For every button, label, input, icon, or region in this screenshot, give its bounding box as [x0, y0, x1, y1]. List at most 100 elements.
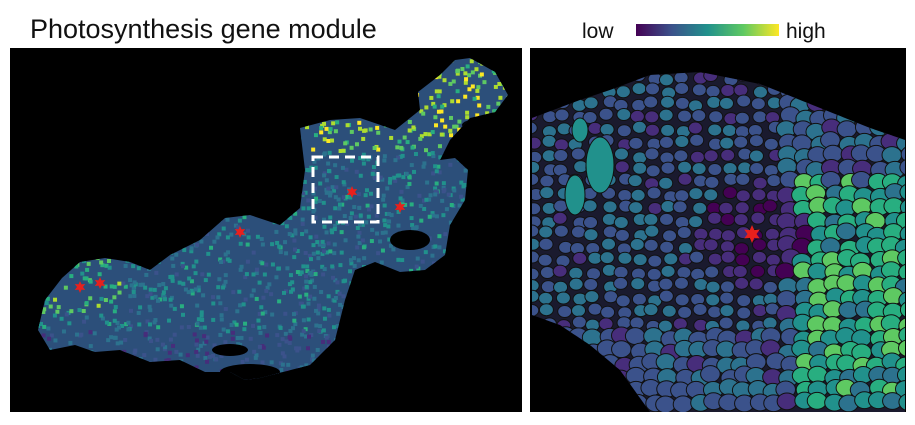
tissue-speck [457, 127, 462, 132]
tissue-speck [422, 206, 427, 211]
tissue-speck [207, 354, 212, 359]
cell [643, 238, 659, 252]
tissue-speck [375, 125, 380, 130]
tissue-speck [404, 171, 409, 176]
tissue-speck [295, 348, 300, 353]
tissue-speck [380, 248, 385, 253]
tissue-speck [327, 313, 332, 318]
tissue-speck [216, 295, 221, 300]
cell [691, 162, 707, 176]
tissue-speck [361, 156, 366, 161]
cell [552, 264, 568, 278]
cell [687, 121, 703, 135]
tissue-speck [293, 231, 298, 236]
tissue-speck [477, 103, 482, 108]
tissue-speck [107, 321, 112, 326]
tissue-speck [96, 303, 101, 308]
cell [599, 122, 615, 136]
tissue-speck [49, 333, 54, 338]
tissue-speck [236, 342, 241, 347]
tissue-speck [442, 249, 447, 254]
tissue-speck [229, 232, 234, 237]
tissue-speck [238, 267, 243, 272]
cell [691, 109, 707, 123]
tissue-speck [99, 296, 104, 301]
tissue-speck [42, 324, 47, 329]
large-cell [564, 174, 586, 216]
tissue-speck [112, 295, 117, 300]
cell [600, 305, 616, 319]
tissue-speck [457, 203, 462, 208]
tissue-speck [322, 224, 327, 229]
markers [74, 186, 760, 293]
figure-title: Photosynthesis gene module [30, 14, 377, 44]
tissue-speck [334, 175, 339, 180]
tissue-speck [69, 274, 74, 279]
cell [553, 148, 569, 162]
tissue-speck [68, 340, 73, 345]
tissue-speck [243, 321, 248, 326]
tissue-speck [348, 258, 353, 263]
tissue-speck [437, 170, 442, 175]
tissue-speck [316, 311, 321, 316]
tissue-speck [85, 267, 90, 272]
tissue-speck [382, 203, 387, 208]
tissue-speck [169, 303, 174, 308]
tissue-speck [452, 188, 457, 193]
tissue-speck [400, 200, 405, 205]
tissue-speck [225, 235, 230, 240]
tissue-speck [248, 336, 253, 341]
tissue-speck [341, 148, 346, 153]
tissue-speck [206, 272, 211, 277]
tissue-speck [168, 337, 173, 342]
tissue-speck [302, 179, 307, 184]
tissue-speck [425, 180, 430, 185]
tissue-speck [81, 308, 86, 313]
tissue-speck [211, 295, 216, 300]
cell [733, 213, 749, 227]
tissue-speck [128, 324, 133, 329]
tissue-speck [322, 152, 327, 157]
tissue-speck [290, 233, 295, 238]
tissue-speck [311, 191, 316, 196]
tissue-speck [179, 304, 184, 309]
tissue-speck [38, 323, 41, 328]
cell [736, 306, 752, 320]
tissue-speck [257, 344, 262, 349]
cell [676, 225, 692, 239]
tissue-speck [143, 331, 148, 336]
tissue-speck [328, 190, 333, 195]
tissue-speck [439, 132, 444, 137]
cell [624, 327, 646, 345]
colorbar-low-label: low [582, 20, 614, 43]
tissue-speck [217, 277, 222, 282]
tissue-speck [421, 198, 426, 203]
tissue-speck [332, 188, 337, 193]
cell [663, 252, 679, 266]
tissue-speck [475, 113, 480, 118]
cell [722, 162, 738, 176]
tissue-speck [401, 175, 406, 180]
tissue-speck [327, 168, 332, 173]
tissue-speck [48, 304, 53, 309]
tissue-speck [212, 239, 217, 244]
tissue-speck [171, 343, 176, 348]
tissue-speck [395, 145, 400, 150]
cell [617, 251, 633, 265]
tissue-speck [472, 96, 477, 101]
tissue-speck [143, 285, 148, 290]
tissue-speck [420, 259, 425, 264]
tissue-speck [324, 126, 329, 131]
tissue-speck [251, 323, 256, 328]
tissue-speck [189, 279, 194, 284]
tissue-speck [194, 259, 199, 264]
tissue-speck [131, 264, 136, 269]
tissue-speck [363, 193, 368, 198]
tissue-speck [304, 274, 309, 279]
tissue-speck [358, 173, 363, 178]
tissue-speck [422, 161, 427, 166]
cell [643, 213, 659, 227]
tissue-speck [448, 128, 453, 133]
tissue-speck [321, 328, 326, 333]
tissue-speck [178, 352, 183, 357]
